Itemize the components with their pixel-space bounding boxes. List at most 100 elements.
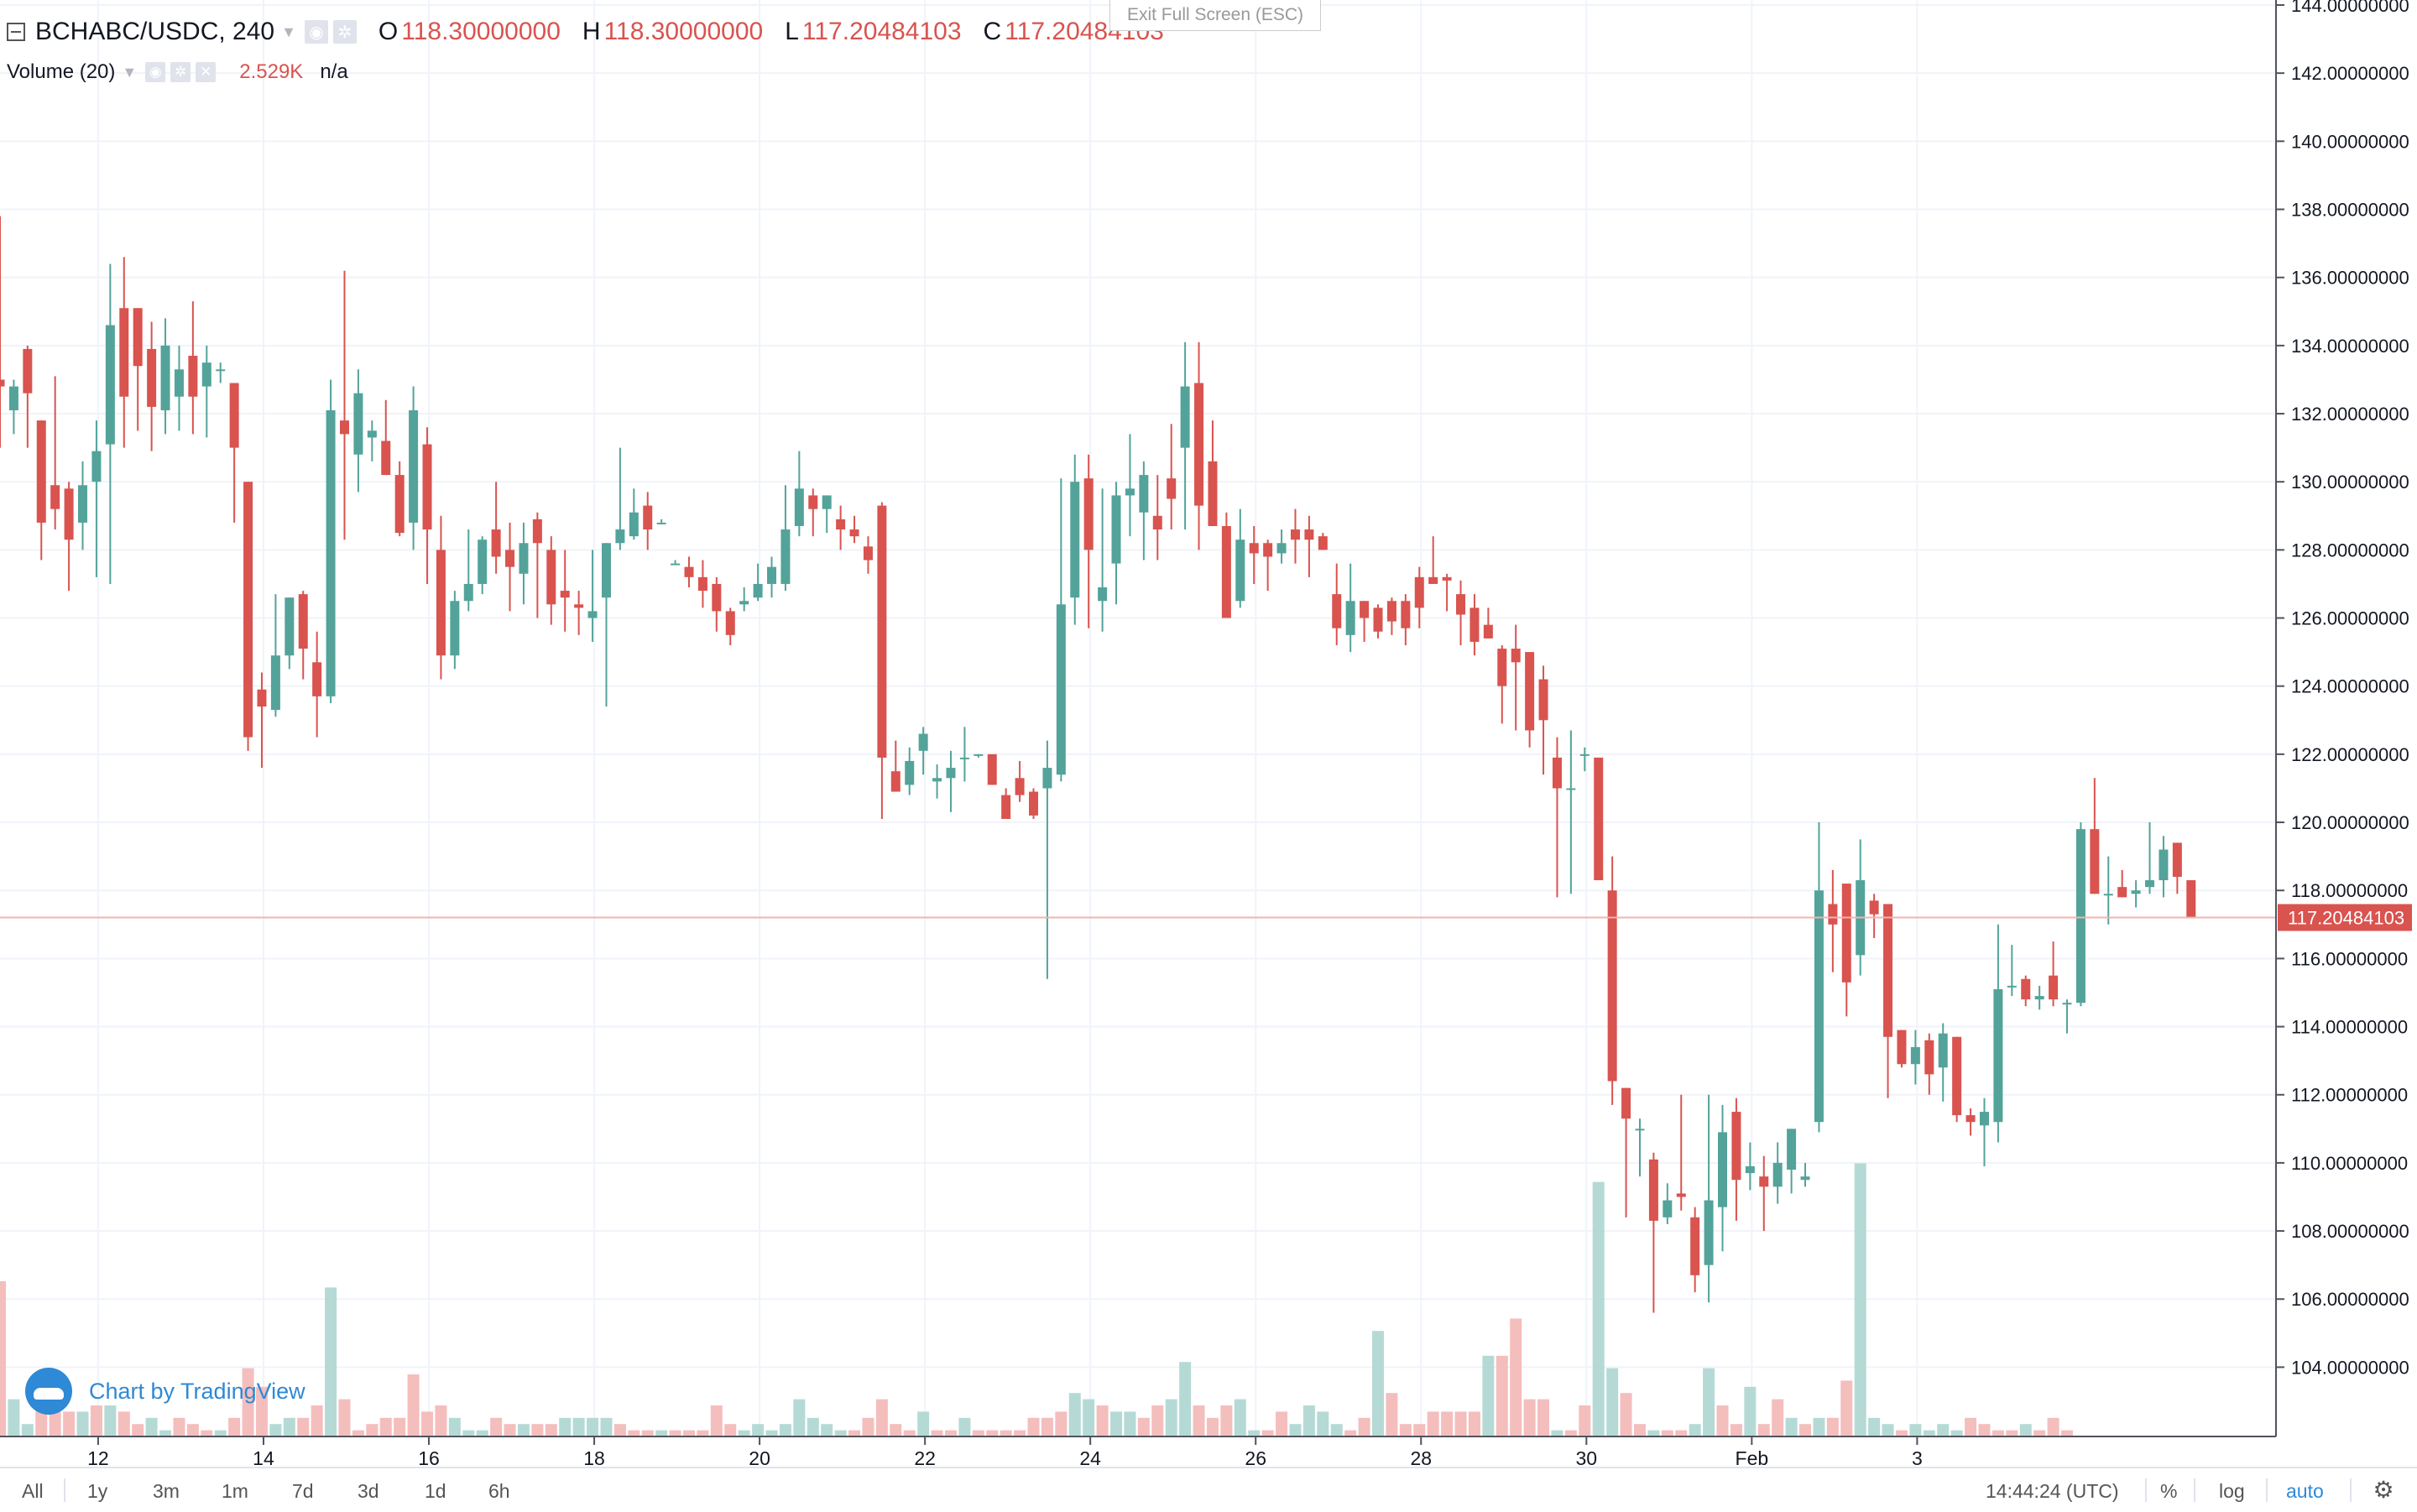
volume-bar	[1096, 1405, 1109, 1436]
volume-bar	[1510, 1318, 1522, 1436]
collapse-legend-icon[interactable]	[7, 23, 25, 41]
candle-body	[1456, 594, 1466, 615]
utc-clock[interactable]: 14:44:24 (UTC)	[1986, 1480, 2119, 1502]
volume-bar	[765, 1430, 778, 1436]
candle-body	[643, 505, 653, 530]
volume-bar	[448, 1417, 461, 1436]
toolbar-divider	[2350, 1478, 2352, 1502]
volume-bar	[2019, 1424, 2032, 1436]
percent-scale-toggle[interactable]: %	[2160, 1480, 2178, 1502]
volume-bar	[517, 1424, 530, 1436]
volume-bar	[1083, 1399, 1095, 1436]
eye-icon[interactable]: ◉	[304, 20, 328, 44]
candle-body	[1924, 1040, 1934, 1075]
candle-body	[1029, 791, 1038, 816]
range-button[interactable]: 1m	[222, 1480, 248, 1502]
main-series-legend: BCHABC/USDC, 240 ▼ ◉ ✲ O 118.30000000 H …	[7, 12, 1164, 52]
eye-icon[interactable]: ◉	[145, 62, 166, 82]
candle-body	[587, 611, 598, 618]
volume-bar	[1110, 1411, 1123, 1436]
volume-bar	[1620, 1393, 1632, 1436]
range-button[interactable]: All	[22, 1480, 44, 1502]
candle-body	[367, 430, 377, 438]
volume-bar	[1675, 1430, 1688, 1436]
volume-bar	[2061, 1430, 2073, 1436]
candle-body	[1718, 1132, 1727, 1207]
range-button[interactable]: 3m	[153, 1480, 180, 1502]
candle-body	[174, 369, 184, 397]
volume-bar	[421, 1411, 434, 1436]
chevron-down-icon[interactable]: ▼	[281, 23, 296, 40]
chevron-down-icon[interactable]: ▼	[122, 63, 138, 81]
candle-body	[1772, 1162, 1783, 1187]
candle-body	[532, 519, 542, 544]
candle-body	[23, 348, 33, 394]
high-label: H	[582, 18, 601, 45]
candle-body	[1208, 461, 1218, 526]
candle-body	[712, 583, 722, 612]
volume-bar	[1302, 1405, 1315, 1436]
volume-bar	[1992, 1430, 2004, 1436]
last-price-label: 117.20484103	[2288, 907, 2404, 928]
range-button[interactable]: 1y	[87, 1480, 108, 1502]
x-tick-label: 3	[1912, 1447, 1923, 1469]
exit-fullscreen-button[interactable]: Exit Full Screen (ESC)	[1109, 0, 1321, 31]
log-scale-toggle[interactable]: log	[2219, 1480, 2245, 1502]
gear-icon[interactable]: ✲	[332, 20, 357, 44]
close-icon[interactable]: ✕	[196, 62, 217, 82]
volume-study-title[interactable]: Volume (20)	[7, 60, 116, 83]
symbol-title[interactable]: BCHABC/USDC, 240	[35, 18, 275, 45]
candle-body	[285, 597, 295, 656]
toolbar-divider	[2194, 1478, 2195, 1502]
volume-bar	[159, 1430, 172, 1436]
volume-bar	[572, 1417, 585, 1436]
candle-body	[147, 348, 157, 407]
range-button[interactable]: 6h	[488, 1480, 510, 1502]
gear-icon[interactable]: ✲	[170, 62, 191, 82]
gear-icon[interactable]: ⚙	[2373, 1477, 2394, 1503]
auto-scale-toggle[interactable]: auto	[2286, 1480, 2324, 1502]
volume-bar	[683, 1430, 695, 1436]
candle-body	[1787, 1129, 1797, 1170]
x-tick-label: 26	[1245, 1447, 1266, 1469]
volume-bar	[1523, 1399, 1536, 1436]
candle-body	[394, 475, 405, 534]
volume-bar	[1689, 1424, 1701, 1436]
range-button[interactable]: 3d	[358, 1480, 379, 1502]
volume-bar	[1537, 1399, 1550, 1436]
volume-bar	[504, 1424, 516, 1436]
candle-body	[877, 505, 887, 758]
candle-body	[2117, 887, 2127, 898]
volume-ma-value: n/a	[320, 60, 348, 83]
candle-body	[2075, 829, 2086, 1004]
volume-bar	[587, 1417, 599, 1436]
volume-bar	[186, 1424, 199, 1436]
last-price-badge	[2278, 904, 2412, 931]
candle-body	[2103, 894, 2113, 896]
candle-body	[1263, 543, 1273, 557]
volume-bar	[90, 1405, 102, 1436]
volume-bar	[958, 1417, 971, 1436]
tradingview-watermark[interactable]: Chart by TradingView	[25, 1368, 305, 1415]
range-button[interactable]: 7d	[292, 1480, 314, 1502]
volume-bar	[834, 1430, 847, 1436]
candle-body	[808, 495, 818, 509]
volume-bar	[1179, 1362, 1192, 1436]
x-tick-label: Feb	[1736, 1447, 1769, 1469]
candle-body	[932, 778, 942, 782]
candle-body	[1897, 1030, 1907, 1065]
range-button[interactable]: 1d	[425, 1480, 446, 1502]
candle-body	[1139, 475, 1149, 513]
volume-bar	[752, 1424, 765, 1436]
candle-body	[1194, 383, 1204, 506]
volume-bar	[1799, 1424, 1812, 1436]
volume-bar	[21, 1424, 34, 1436]
x-tick-label: 20	[749, 1447, 770, 1469]
candle-body	[1594, 757, 1604, 881]
volume-bar	[1730, 1424, 1742, 1436]
candle-body	[1070, 482, 1080, 598]
toolbar-divider	[2145, 1478, 2147, 1502]
candle-body	[243, 482, 253, 738]
candle-body	[270, 655, 280, 711]
